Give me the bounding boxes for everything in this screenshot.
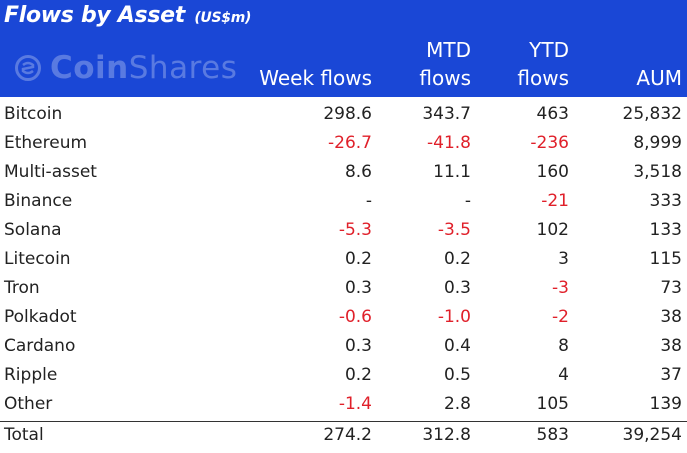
table-row: Bitcoin 298.6 343.7 463 25,832 <box>0 100 687 129</box>
aum-cell: 8,999 <box>633 133 682 153</box>
total-aum: 39,254 <box>622 425 682 445</box>
aum-cell: 3,518 <box>633 162 682 182</box>
column-header-ytd: YTD flows <box>517 38 569 90</box>
aum-cell: 25,832 <box>622 104 682 124</box>
aum-cell: 37 <box>660 365 682 385</box>
week-flows-cell: 0.3 <box>344 278 372 298</box>
week-flows-cell: - <box>365 191 372 211</box>
mtd-flows-cell: -41.8 <box>427 133 471 153</box>
asset-name: Other <box>4 394 53 414</box>
ytd-flows-cell: 4 <box>558 365 569 385</box>
ytd-flows-cell: 3 <box>558 249 569 269</box>
mtd-flows-cell: -1.0 <box>437 307 471 327</box>
week-flows-cell: 0.3 <box>344 336 372 356</box>
mtd-flows-cell: -3.5 <box>437 220 471 240</box>
asset-name: Litecoin <box>4 249 71 269</box>
aum-cell: 139 <box>649 394 682 414</box>
asset-name: Solana <box>4 220 62 240</box>
aum-cell: 38 <box>660 307 682 327</box>
asset-name: Multi-asset <box>4 162 97 182</box>
table-row: Polkadot -0.6 -1.0 -2 38 <box>0 303 687 332</box>
total-week-flows: 274.2 <box>323 425 372 445</box>
column-header-week: Week flows <box>259 66 372 90</box>
table-row: Solana -5.3 -3.5 102 133 <box>0 216 687 245</box>
week-flows-cell: 298.6 <box>323 104 372 124</box>
aum-cell: 38 <box>660 336 682 356</box>
ytd-flows-cell: 8 <box>558 336 569 356</box>
coinshares-logo: Coin Shares <box>14 50 237 86</box>
table-title: Flows by Asset (US$m) <box>4 3 251 28</box>
ytd-flows-cell: -21 <box>541 191 569 211</box>
mtd-flows-cell: 2.8 <box>443 394 471 414</box>
table-row: Tron 0.3 0.3 -3 73 <box>0 274 687 303</box>
week-flows-cell: 0.2 <box>344 365 372 385</box>
mtd-flows-cell: - <box>464 191 471 211</box>
week-flows-cell: -26.7 <box>328 133 372 153</box>
column-header-aum: AUM <box>636 66 682 90</box>
asset-name: Polkadot <box>4 307 77 327</box>
table-row: Cardano 0.3 0.4 8 38 <box>0 332 687 361</box>
total-label: Total <box>4 425 44 445</box>
title-unit: (US$m) <box>194 10 252 26</box>
coinshares-logo-icon <box>15 55 41 81</box>
asset-name: Tron <box>4 278 40 298</box>
ytd-flows-cell: -3 <box>552 278 569 298</box>
ytd-flows-cell: 160 <box>536 162 569 182</box>
asset-name: Ripple <box>4 365 58 385</box>
logo-text-light: Shares <box>128 50 238 86</box>
total-row: Total 274.2 312.8 583 39,254 <box>0 421 687 450</box>
week-flows-cell: -0.6 <box>338 307 372 327</box>
mtd-flows-cell: 0.3 <box>443 278 471 298</box>
week-flows-cell: -5.3 <box>338 220 372 240</box>
aum-cell: 333 <box>649 191 682 211</box>
aum-cell: 73 <box>660 278 682 298</box>
week-flows-cell: -1.4 <box>338 394 372 414</box>
aum-cell: 133 <box>649 220 682 240</box>
mtd-flows-cell: 11.1 <box>433 162 471 182</box>
asset-name: Cardano <box>4 336 76 356</box>
table-row: Multi-asset 8.6 11.1 160 3,518 <box>0 158 687 187</box>
aum-cell: 115 <box>649 249 682 269</box>
asset-name: Binance <box>4 191 73 211</box>
week-flows-cell: 0.2 <box>344 249 372 269</box>
table-row: Litecoin 0.2 0.2 3 115 <box>0 245 687 274</box>
ytd-flows-cell: 463 <box>536 104 569 124</box>
logo-text-bold: Coin <box>50 50 129 86</box>
ytd-flows-cell: 102 <box>536 220 569 240</box>
ytd-flows-cell: -2 <box>552 307 569 327</box>
table-row: Ethereum -26.7 -41.8 -236 8,999 <box>0 129 687 158</box>
table-header: Flows by Asset (US$m) Coin Shares Week fl… <box>0 0 687 97</box>
mtd-flows-cell: 343.7 <box>422 104 471 124</box>
table-row: Other -1.4 2.8 105 139 <box>0 390 687 419</box>
total-mtd-flows: 312.8 <box>422 425 471 445</box>
asset-name: Ethereum <box>4 133 88 153</box>
table-row: Binance - - -21 333 <box>0 187 687 216</box>
asset-name: Bitcoin <box>4 104 63 124</box>
ytd-flows-cell: -236 <box>530 133 569 153</box>
table-row: Ripple 0.2 0.5 4 37 <box>0 361 687 390</box>
total-ytd-flows: 583 <box>536 425 569 445</box>
week-flows-cell: 8.6 <box>344 162 372 182</box>
title-text: Flows by Asset <box>4 3 185 28</box>
mtd-flows-cell: 0.2 <box>443 249 471 269</box>
mtd-flows-cell: 0.5 <box>443 365 471 385</box>
ytd-flows-cell: 105 <box>536 394 569 414</box>
total-divider <box>0 421 687 422</box>
column-header-mtd: MTD flows <box>419 38 471 90</box>
mtd-flows-cell: 0.4 <box>443 336 471 356</box>
